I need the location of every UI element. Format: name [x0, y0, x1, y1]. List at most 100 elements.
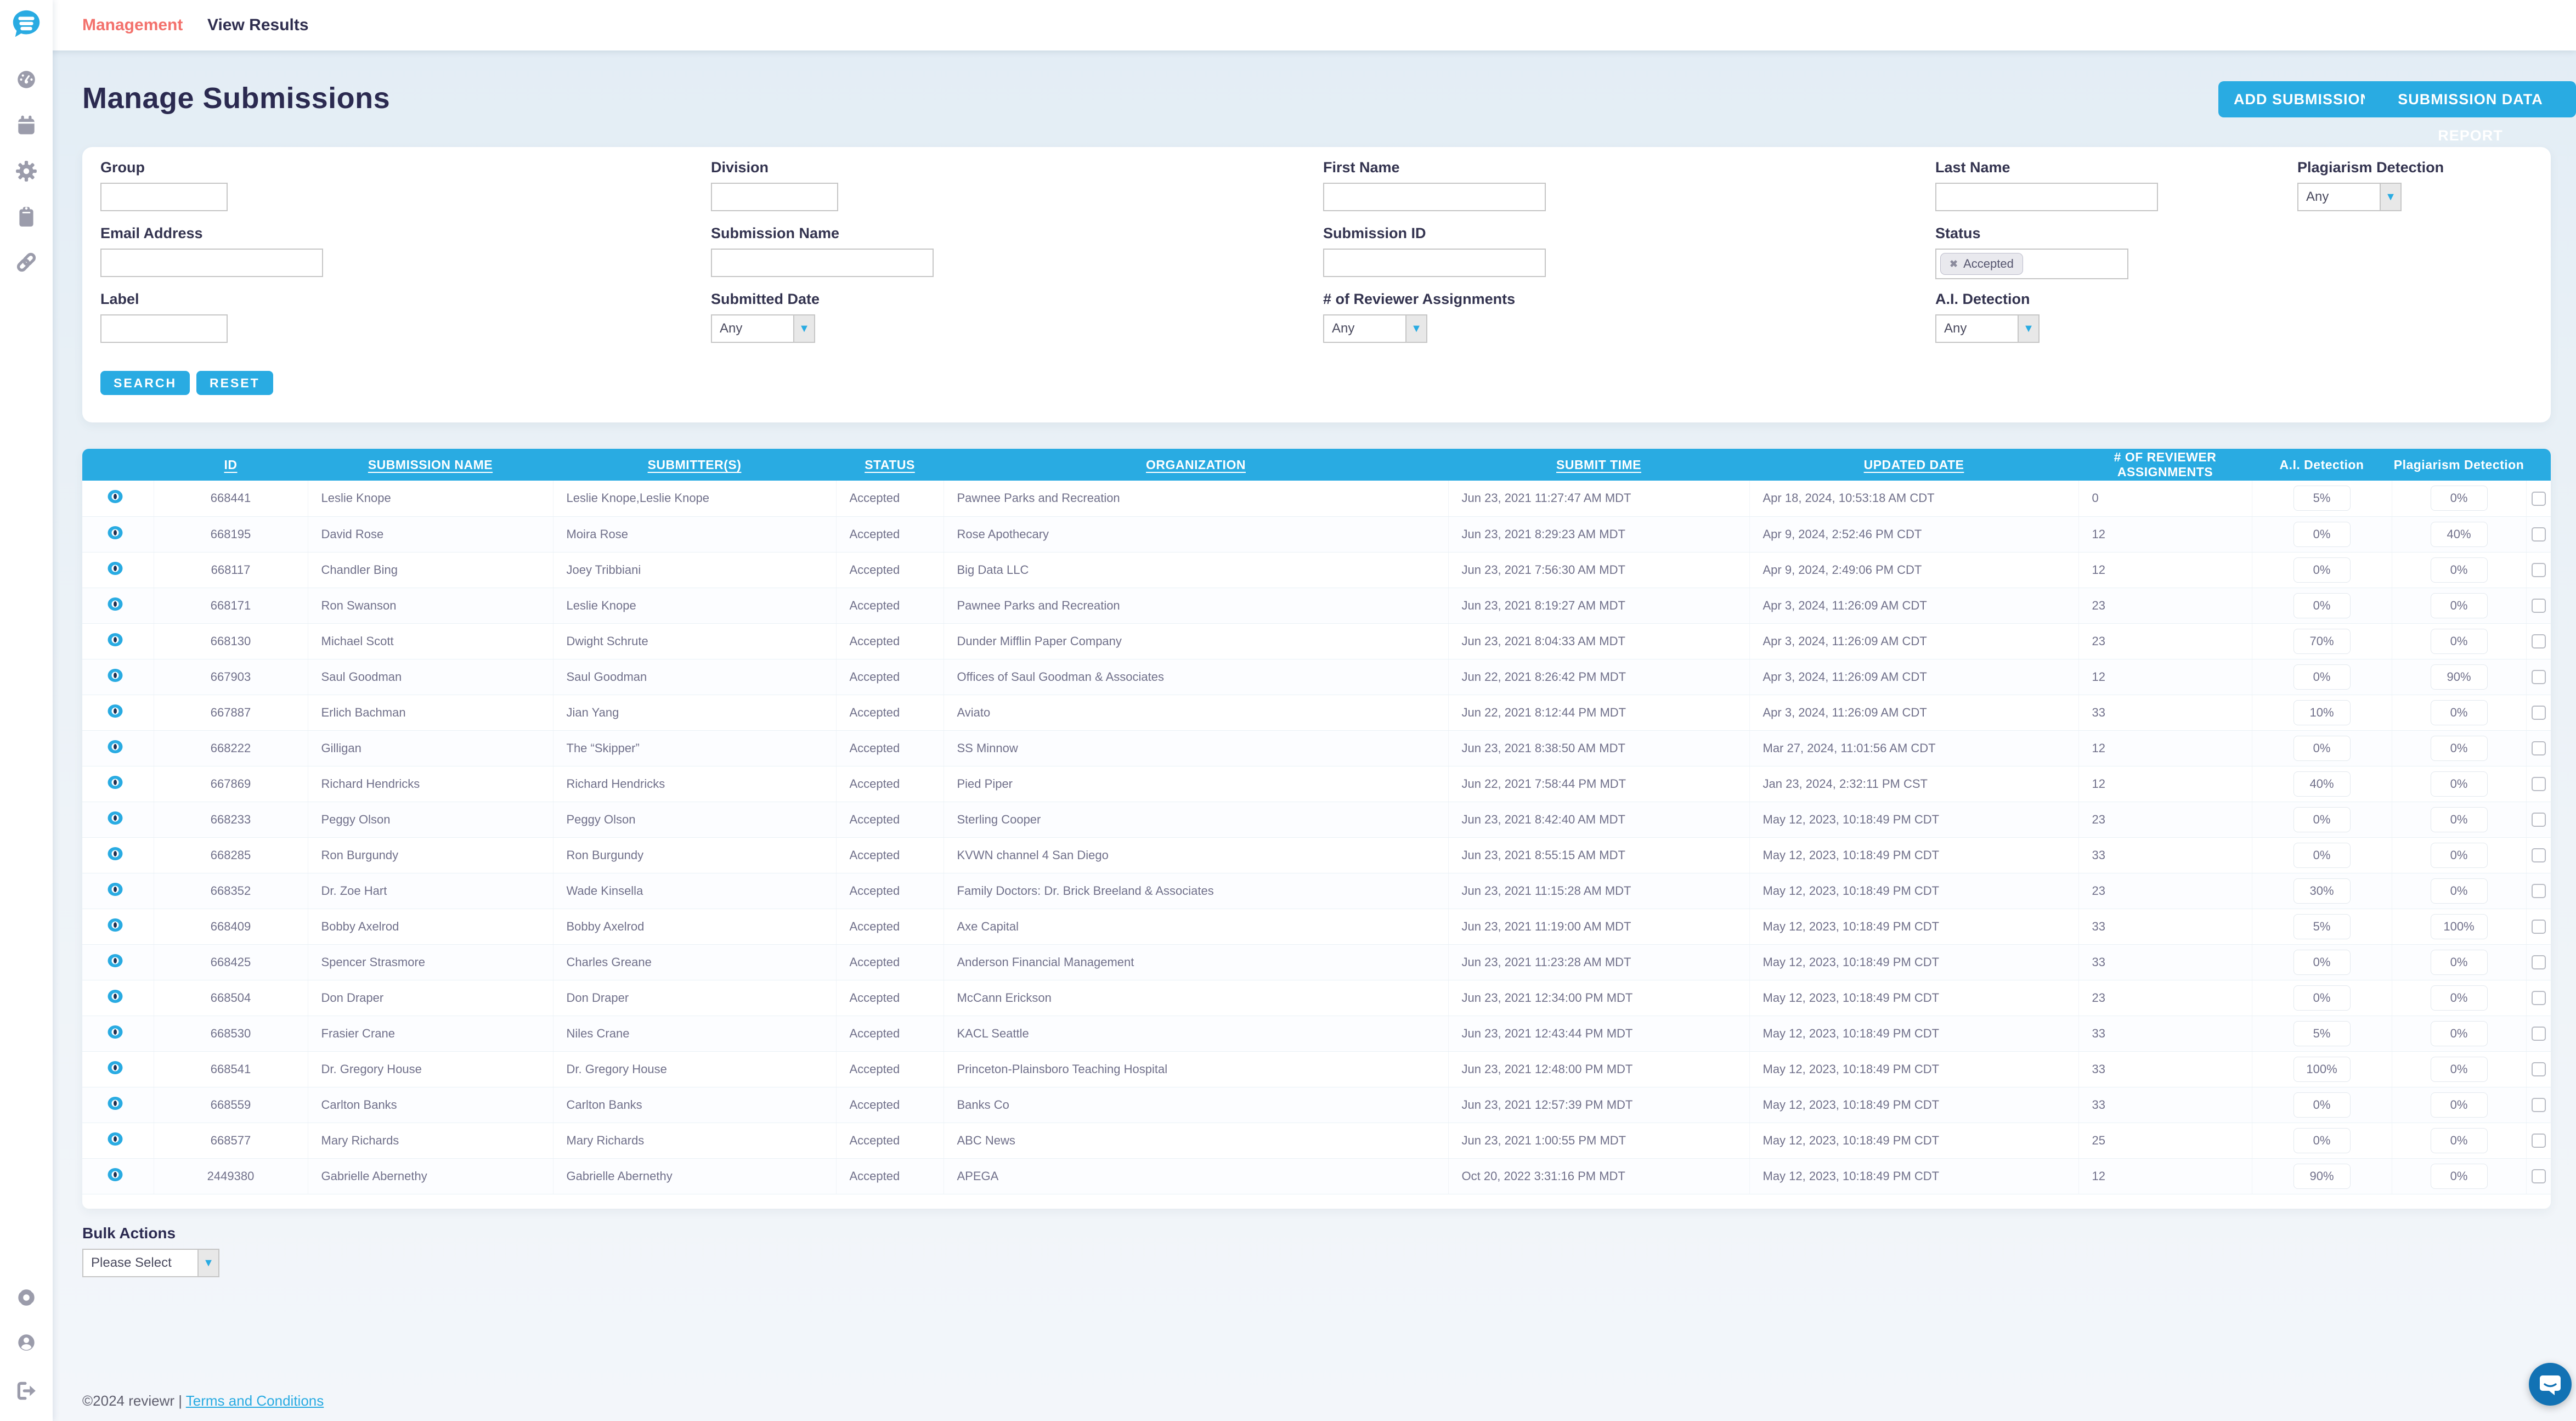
group-input[interactable] [100, 183, 228, 211]
view-submission-eye-icon[interactable] [105, 632, 125, 647]
row-checkbox[interactable] [2531, 670, 2546, 685]
view-submission-eye-icon[interactable] [105, 882, 125, 897]
row-checkbox[interactable] [2531, 706, 2546, 720]
row-checkbox[interactable] [2531, 634, 2546, 649]
first-name-input[interactable] [1323, 183, 1546, 211]
division-input[interactable] [711, 183, 838, 211]
col-submitters[interactable]: SUBMITTER(S) [553, 449, 836, 481]
submission-id-label: Submission ID [1323, 225, 1426, 241]
remove-tag-icon[interactable]: ✖ [1950, 258, 1958, 269]
view-submission-eye-icon[interactable] [105, 953, 125, 968]
row-checkbox[interactable] [2531, 813, 2546, 827]
row-checkbox[interactable] [2531, 848, 2546, 863]
chat-bubble-icon [2540, 1375, 2561, 1395]
row-checkbox[interactable] [2531, 741, 2546, 756]
submission-data-report-button[interactable]: SUBMISSION DATA REPORT [2365, 81, 2576, 144]
row-checkbox[interactable] [2531, 1134, 2546, 1148]
submissions-table-card: ID SUBMISSION NAME SUBMITTER(S) STATUS O… [82, 449, 2551, 1209]
chevron-down-icon: ▼ [197, 1250, 218, 1276]
last-name-label: Last Name [1935, 159, 2010, 176]
row-checkbox[interactable] [2531, 955, 2546, 970]
view-submission-eye-icon[interactable] [105, 1167, 125, 1182]
view-submission-eye-icon[interactable] [105, 846, 125, 861]
cell-organization: Dunder Mifflin Paper Company [944, 623, 1449, 659]
row-checkbox[interactable] [2531, 991, 2546, 1006]
view-submission-eye-icon[interactable] [105, 917, 125, 933]
row-checkbox[interactable] [2531, 491, 2546, 506]
row-checkbox[interactable] [2531, 1098, 2546, 1113]
ai-detection-select[interactable]: Any ▼ [1935, 314, 2040, 343]
view-submission-eye-icon[interactable] [105, 1131, 125, 1147]
reset-button[interactable]: RESET [196, 371, 273, 395]
sidebar-item-links[interactable] [0, 247, 53, 278]
cell-organization: Axe Capital [944, 909, 1449, 945]
col-updated-date[interactable]: UPDATED DATE [1749, 449, 2078, 481]
row-checkbox[interactable] [2531, 1062, 2546, 1077]
sidebar-item-support[interactable] [0, 1282, 53, 1313]
plagiarism-detection-select[interactable]: Any ▼ [2297, 183, 2402, 211]
row-checkbox[interactable] [2531, 1169, 2546, 1184]
view-submission-eye-icon[interactable] [105, 775, 125, 790]
cell-submit-time: Jun 23, 2021 12:43:44 PM MDT [1448, 1016, 1750, 1052]
view-submission-eye-icon[interactable] [105, 810, 125, 826]
search-button[interactable]: SEARCH [100, 371, 190, 395]
cell-reviewer-assignments: 12 [2078, 766, 2252, 802]
col-organization[interactable]: ORGANIZATION [944, 449, 1448, 481]
col-submission-name[interactable]: SUBMISSION NAME [308, 449, 553, 481]
sidebar-item-events[interactable] [0, 110, 53, 140]
bulk-actions-select[interactable]: Please Select ▼ [82, 1249, 219, 1277]
plagiarism-detection-badge: 0% [2430, 1163, 2488, 1189]
cell-status: Accepted [836, 623, 944, 659]
view-submission-eye-icon[interactable] [105, 668, 125, 683]
view-submission-eye-icon[interactable] [105, 739, 125, 754]
status-multiselect[interactable]: ✖ Accepted [1935, 249, 2128, 279]
submission-name-input[interactable] [711, 249, 934, 277]
reviewer-assignments-select[interactable]: Any ▼ [1323, 314, 1427, 343]
submission-id-input[interactable] [1323, 249, 1546, 277]
email-address-input[interactable] [100, 249, 323, 277]
row-checkbox[interactable] [2531, 563, 2546, 578]
view-submission-eye-icon[interactable] [105, 1096, 125, 1111]
last-name-input[interactable] [1935, 183, 2158, 211]
submitted-date-select[interactable]: Any ▼ [711, 314, 815, 343]
row-checkbox[interactable] [2531, 920, 2546, 934]
link-icon [16, 252, 36, 272]
ai-detection-badge: 0% [2293, 807, 2351, 832]
view-submission-eye-icon[interactable] [105, 1060, 125, 1075]
cell-updated-date: May 12, 2023, 10:18:49 PM CDT [1749, 1016, 2079, 1052]
chat-support-button[interactable] [2529, 1363, 2572, 1406]
sidebar-item-logout[interactable] [0, 1375, 53, 1406]
view-submission-eye-icon[interactable] [105, 561, 125, 576]
view-submission-eye-icon[interactable] [105, 989, 125, 1004]
view-submission-eye-icon[interactable] [105, 525, 125, 540]
row-checkbox[interactable] [2531, 599, 2546, 613]
sidebar-item-dashboard[interactable] [0, 64, 53, 95]
sidebar-item-settings[interactable] [0, 156, 53, 187]
add-submission-button[interactable]: ADD SUBMISSION [2218, 81, 2387, 117]
cell-submitters: Saul Goodman [553, 659, 837, 695]
plagiarism-detection-label: Plagiarism Detection [2297, 159, 2444, 176]
cell-submitters: Ron Burgundy [553, 837, 837, 873]
brand-logo[interactable] [0, 0, 53, 50]
row-checkbox[interactable] [2531, 527, 2546, 542]
cell-submission-name: Erlich Bachman [308, 695, 553, 731]
ai-detection-badge: 0% [2293, 735, 2351, 761]
col-status[interactable]: STATUS [836, 449, 944, 481]
col-id[interactable]: ID [154, 449, 308, 481]
sidebar-item-forms[interactable] [0, 201, 53, 232]
label-input[interactable] [100, 314, 228, 343]
row-checkbox[interactable] [2531, 777, 2546, 792]
view-submission-eye-icon[interactable] [105, 489, 125, 504]
nav-tab-view-results[interactable]: View Results [207, 16, 309, 34]
ai-detection-badge: 0% [2293, 593, 2351, 618]
sidebar-item-account[interactable] [0, 1327, 53, 1358]
view-submission-eye-icon[interactable] [105, 596, 125, 612]
nav-tab-management[interactable]: Management [82, 16, 183, 34]
col-submit-time[interactable]: SUBMIT TIME [1448, 449, 1749, 481]
row-checkbox[interactable] [2531, 884, 2546, 899]
row-checkbox[interactable] [2531, 1027, 2546, 1041]
view-submission-eye-icon[interactable] [105, 703, 125, 719]
cell-submitters: Joey Tribbiani [553, 552, 837, 588]
view-submission-eye-icon[interactable] [105, 1024, 125, 1040]
terms-link[interactable]: Terms and Conditions [185, 1392, 324, 1409]
